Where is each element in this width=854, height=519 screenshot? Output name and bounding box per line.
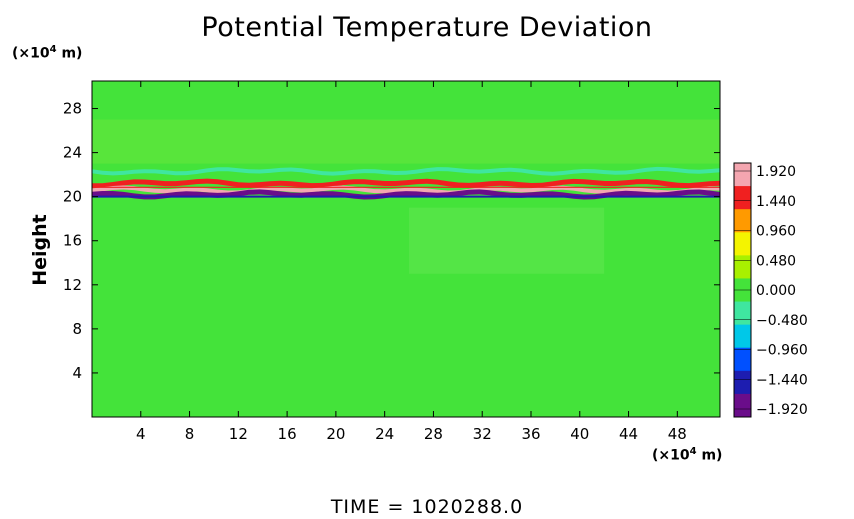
- y-tick-label-12: 12: [63, 276, 82, 294]
- colorbar-swatch-3: [734, 232, 751, 256]
- colorbar-swatch-8: [734, 347, 751, 372]
- heatmap-background: [92, 81, 720, 417]
- colorbar-swatch-2: [734, 209, 751, 233]
- y-axis-ticks: 4 8 12 16 20 24 28: [63, 100, 720, 382]
- colorbar-swatch-4: [734, 255, 751, 279]
- colorbar-label-4: 0.000: [756, 283, 796, 299]
- x-tick-label-8: 8: [185, 425, 195, 443]
- mid-patch: [409, 207, 605, 274]
- colorbar-label-1: 1.440: [756, 194, 796, 210]
- x-tick-label-4: 4: [136, 425, 146, 443]
- colorbar-label-8: −1.920: [756, 402, 808, 418]
- y-tick-label-24: 24: [63, 144, 82, 162]
- colorbar-label-5: −0.480: [756, 313, 808, 329]
- x-tick-label-32: 32: [473, 425, 492, 443]
- x-tick-label-36: 36: [521, 425, 540, 443]
- x-axis-unit: (×104 m): [652, 446, 723, 464]
- colorbar-swatch-6: [734, 301, 751, 326]
- x-tick-label-40: 40: [570, 425, 589, 443]
- time-label: TIME = 1020288.0: [330, 496, 524, 518]
- upper-texture: [92, 119, 720, 164]
- plot-area: [91, 80, 721, 418]
- colorbar-swatch-0: [734, 163, 751, 187]
- y-tick-label-16: 16: [63, 232, 82, 250]
- x-tick-label-48: 48: [668, 425, 687, 443]
- colorbar-label-0: 1.920: [756, 164, 796, 180]
- x-tick-label-28: 28: [424, 425, 443, 443]
- x-tick-label-24: 24: [375, 425, 394, 443]
- y-tick-label-8: 8: [72, 320, 82, 338]
- band-0: [92, 166, 720, 176]
- colorbar-swatch-1: [734, 186, 751, 210]
- plot-frame: [91, 80, 721, 418]
- x-tick-label-44: 44: [619, 425, 638, 443]
- x-tick-label-20: 20: [326, 425, 345, 443]
- colorbar-label-6: −0.960: [756, 343, 808, 359]
- x-tick-label-12: 12: [229, 425, 248, 443]
- x-tick-label-16: 16: [278, 425, 297, 443]
- y-tick-label-20: 20: [63, 188, 82, 206]
- y-tick-label-28: 28: [63, 100, 82, 118]
- chart-title: Potential Temperature Deviation: [201, 12, 653, 43]
- colorbar-label-2: 0.960: [756, 224, 796, 240]
- colorbar-label-3: 0.480: [756, 253, 796, 269]
- band-1: [92, 178, 720, 189]
- colorbar: 1.920 1.440 0.960 0.480 0.000 −0.480 −0.960 −1.…: [733, 162, 808, 418]
- colorbar-swatch-9: [734, 370, 751, 395]
- y-axis-unit: (×104 m): [12, 44, 83, 62]
- colorbar-label-7: −1.440: [756, 372, 808, 388]
- colorbar-swatch-7: [734, 324, 751, 349]
- colorbar-swatch-10: [734, 393, 751, 418]
- x-axis-ticks: 4 8 12 16 20 24 28 32 36 40 44 48: [136, 81, 687, 443]
- y-tick-label-4: 4: [72, 364, 82, 382]
